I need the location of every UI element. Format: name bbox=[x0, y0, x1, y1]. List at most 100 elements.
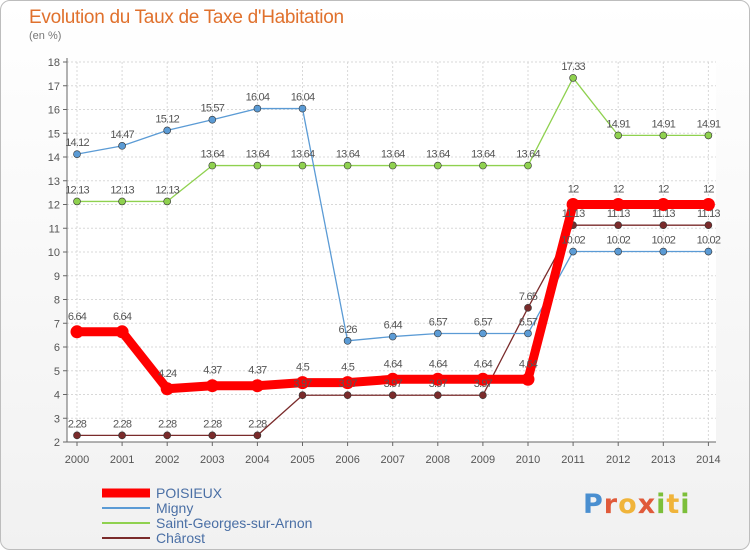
y-tick-label: 18 bbox=[48, 57, 60, 69]
data-label: 3.97 bbox=[293, 378, 312, 390]
data-point bbox=[343, 337, 352, 345]
data-label: 12 bbox=[658, 184, 669, 196]
y-tick-label: 9 bbox=[54, 271, 60, 283]
data-point bbox=[479, 161, 487, 170]
data-label: 11.13 bbox=[652, 208, 675, 220]
data-point bbox=[521, 372, 535, 386]
x-tick-label: 2008 bbox=[426, 454, 450, 466]
data-label: 16.04 bbox=[291, 92, 315, 104]
y-tick-label: 8 bbox=[54, 295, 60, 307]
data-label: 14.47 bbox=[110, 129, 134, 141]
data-label: 13.64 bbox=[336, 149, 360, 161]
data-label: 13.64 bbox=[381, 149, 405, 161]
x-tick-label: 2010 bbox=[516, 454, 540, 466]
y-tick-label: 12 bbox=[48, 200, 60, 212]
data-point bbox=[704, 221, 713, 229]
proxiti-logo: Proxiti bbox=[583, 489, 691, 520]
data-label: 2.28 bbox=[203, 418, 222, 430]
data-label: 4.37 bbox=[203, 365, 222, 377]
x-tick-label: 2000 bbox=[65, 454, 89, 466]
data-label: 4.64 bbox=[519, 358, 538, 370]
data-point bbox=[388, 332, 397, 341]
data-point bbox=[341, 376, 355, 390]
data-point bbox=[704, 247, 713, 256]
data-label: 2.28 bbox=[248, 418, 267, 430]
data-point bbox=[569, 74, 577, 82]
data-point bbox=[611, 198, 625, 211]
x-tick-label: 2005 bbox=[290, 454, 314, 466]
data-point bbox=[388, 161, 397, 170]
legend: POISIEUXMignySaint-Georges-sur-ArnonChâr… bbox=[102, 485, 312, 546]
legend-label: Chârost bbox=[156, 530, 205, 546]
data-label: 10.02 bbox=[561, 235, 585, 247]
data-label: 6.64 bbox=[68, 311, 87, 323]
data-label: 11.13 bbox=[607, 208, 630, 220]
data-point bbox=[118, 142, 126, 150]
data-label: 12.13 bbox=[155, 184, 179, 196]
data-point bbox=[160, 382, 174, 396]
data-label: 6.57 bbox=[519, 316, 538, 328]
y-tick-label: 17 bbox=[48, 81, 60, 93]
data-label: 4.64 bbox=[429, 358, 448, 370]
data-point bbox=[701, 198, 715, 211]
data-label: 15.12 bbox=[155, 113, 179, 125]
data-point bbox=[433, 391, 442, 400]
data-label: 4.5 bbox=[296, 362, 310, 374]
data-point bbox=[253, 104, 262, 113]
x-tick-label: 2007 bbox=[380, 454, 404, 466]
y-tick-label: 14 bbox=[48, 152, 60, 164]
x-tick-label: 2006 bbox=[335, 454, 359, 466]
data-point bbox=[163, 126, 171, 135]
x-tick-label: 2012 bbox=[606, 454, 630, 466]
data-label: 12 bbox=[613, 184, 624, 196]
chart-title: Evolution du Taux de Taxe d'Habitation bbox=[29, 7, 344, 28]
data-label: 4.64 bbox=[474, 358, 493, 370]
data-label: 12 bbox=[568, 184, 579, 196]
data-point bbox=[524, 304, 532, 312]
y-tick-label: 2 bbox=[54, 437, 60, 449]
data-point bbox=[614, 131, 623, 140]
data-label: 12 bbox=[703, 184, 714, 196]
legend-label: Saint-Georges-sur-Arnon bbox=[156, 515, 312, 531]
data-point bbox=[253, 161, 262, 170]
x-tick-label: 2002 bbox=[155, 454, 179, 466]
data-point bbox=[524, 161, 532, 170]
data-label: 14.91 bbox=[652, 118, 676, 130]
data-label: 12.13 bbox=[110, 184, 134, 196]
legend-label: POISIEUX bbox=[156, 485, 223, 501]
data-point bbox=[479, 329, 487, 338]
data-label: 4.24 bbox=[158, 368, 177, 380]
y-tick-label: 13 bbox=[48, 176, 60, 188]
data-label: 6.44 bbox=[384, 320, 403, 332]
data-point bbox=[73, 431, 81, 440]
data-label: 6.57 bbox=[474, 316, 493, 328]
data-point bbox=[73, 197, 81, 206]
data-point bbox=[298, 104, 307, 113]
data-point bbox=[479, 391, 487, 400]
data-point bbox=[614, 247, 623, 256]
data-point bbox=[704, 131, 713, 140]
data-label: 6.57 bbox=[429, 316, 448, 328]
data-point bbox=[298, 391, 307, 400]
data-label: 14.12 bbox=[65, 137, 89, 149]
data-label: 3.97 bbox=[429, 378, 448, 390]
data-label: 14.91 bbox=[606, 118, 630, 130]
x-tick-label: 2004 bbox=[245, 454, 269, 466]
data-point bbox=[476, 372, 490, 386]
data-label: 2.28 bbox=[68, 418, 87, 430]
data-label: 16.04 bbox=[246, 92, 270, 104]
data-point bbox=[614, 221, 623, 229]
x-tick-label: 2011 bbox=[561, 454, 585, 466]
data-point bbox=[118, 197, 126, 206]
axes: 2 3 4 5 6 7 8 9 10 11 12 13 14 15 16 17 18 2000 2001 2002 20… bbox=[48, 57, 721, 466]
data-point bbox=[659, 221, 668, 229]
data-point bbox=[298, 161, 307, 170]
data-label: 3.97 bbox=[338, 378, 357, 390]
data-point bbox=[163, 197, 171, 206]
y-tick-label: 4 bbox=[54, 390, 60, 402]
data-label: 10.02 bbox=[697, 235, 721, 247]
data-point bbox=[524, 329, 532, 338]
data-point bbox=[343, 161, 352, 170]
